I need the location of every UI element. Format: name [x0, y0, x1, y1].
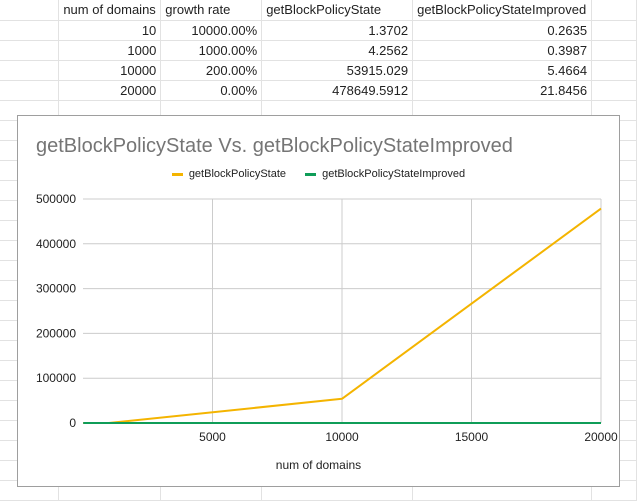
- chart-title: getBlockPolicyState Vs. getBlockPolicySt…: [36, 135, 513, 157]
- table-cell[interactable]: 478649.5912: [261, 80, 414, 101]
- y-tick-label: 100000: [36, 371, 76, 385]
- table-cell[interactable]: [591, 20, 637, 41]
- table-cell[interactable]: 4.2562: [261, 40, 414, 61]
- table-cell[interactable]: [591, 40, 637, 61]
- x-tick-label: 5000: [199, 430, 226, 444]
- table-cell[interactable]: [591, 80, 637, 101]
- table-cell[interactable]: 0.2635: [412, 20, 593, 41]
- legend-swatch: [171, 172, 183, 176]
- legend-item-getblockpolicystateimproved[interactable]: getBlockPolicyStateImproved: [305, 168, 465, 180]
- y-tick-label: 0: [69, 416, 76, 430]
- table-cell[interactable]: 200.00%: [160, 60, 263, 81]
- table-cell[interactable]: 5.4664: [412, 60, 593, 81]
- table-cell[interactable]: [591, 0, 637, 21]
- table-cell[interactable]: 10000.00%: [160, 20, 263, 41]
- table-cell[interactable]: [0, 40, 60, 61]
- table-cell[interactable]: num of domains: [58, 0, 162, 21]
- table-cell[interactable]: 1000: [58, 40, 162, 61]
- table-cell[interactable]: getBlockPolicyState: [261, 0, 414, 21]
- table-cell[interactable]: 0.00%: [160, 80, 263, 101]
- table-cell[interactable]: 53915.029: [261, 60, 414, 81]
- header-row: num of domains growth rate getBlockPolicyS…: [0, 0, 637, 21]
- x-axis-label: num of domains: [275, 458, 362, 472]
- x-tick-label: 10000: [325, 430, 359, 444]
- table-cell[interactable]: 1.3702: [261, 20, 414, 41]
- table-cell[interactable]: [0, 0, 60, 21]
- legend-swatch: [305, 172, 317, 176]
- plot-area: 0 100000 200000 300000 400000 500000 5000 10000…: [36, 192, 618, 444]
- table-cell[interactable]: 10000: [58, 60, 162, 81]
- table-row: 10 10000.00% 1.3702 0.2635: [0, 20, 637, 41]
- table-cell[interactable]: getBlockPolicyStateImproved: [412, 0, 593, 21]
- table-cell[interactable]: 1000.00%: [160, 40, 263, 61]
- y-tick-label: 200000: [36, 326, 76, 340]
- table-cell[interactable]: growth rate: [160, 0, 263, 21]
- table-cell[interactable]: 10: [58, 20, 162, 41]
- y-tick-label: 400000: [36, 237, 76, 251]
- chart-legend: getBlockPolicyState getBlockPolicyStateI…: [18, 168, 619, 180]
- table-cell[interactable]: [0, 20, 60, 41]
- chart-container[interactable]: getBlockPolicyState Vs. getBlockPolicySt…: [17, 115, 620, 487]
- y-tick-label: 500000: [36, 192, 76, 206]
- legend-label: getBlockPolicyStateImproved: [322, 168, 466, 181]
- table-cell[interactable]: 21.8456: [412, 80, 593, 101]
- table-cell[interactable]: 0.3987: [412, 40, 593, 61]
- x-tick-label: 20000: [584, 430, 618, 444]
- table-cell[interactable]: [591, 60, 637, 81]
- x-tick-label: 15000: [455, 430, 489, 444]
- table-cell[interactable]: 20000: [58, 80, 162, 101]
- table-cell[interactable]: [0, 80, 60, 101]
- table-cell[interactable]: [0, 60, 60, 81]
- table-row: 1000 1000.00% 4.2562 0.3987: [0, 40, 637, 61]
- legend-label: getBlockPolicyState: [188, 168, 287, 181]
- table-row: 20000 0.00% 478649.5912 21.8456: [0, 80, 637, 101]
- y-tick-label: 300000: [36, 282, 76, 296]
- legend-item-getblockpolicystate[interactable]: getBlockPolicyState: [171, 168, 287, 181]
- table-row: 10000 200.00% 53915.029 5.4664: [0, 60, 637, 81]
